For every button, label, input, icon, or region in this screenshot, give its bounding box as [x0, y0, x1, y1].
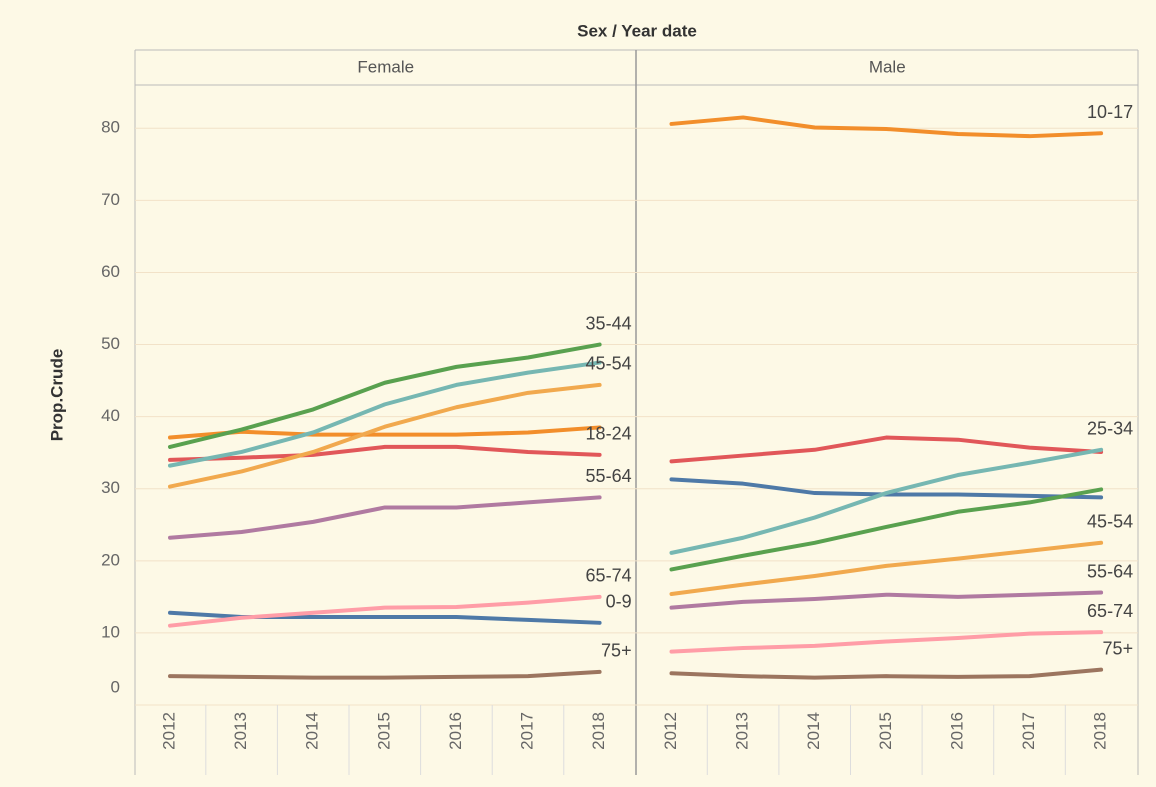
- series-line: [669, 667, 1104, 680]
- x-tick-label: 2016: [446, 712, 465, 750]
- series-line: [168, 495, 602, 540]
- series-line: [669, 590, 1104, 610]
- y-tick-label: 20: [101, 550, 120, 569]
- series-line: [669, 435, 1104, 464]
- x-tick-label: 2017: [517, 712, 536, 750]
- y-tick-label: 70: [101, 190, 120, 209]
- x-tick-label: 2015: [876, 712, 895, 750]
- series-line: [669, 630, 1104, 654]
- series-label: 35-44: [586, 313, 632, 333]
- y-tick-label: 10: [101, 622, 120, 641]
- series-label: 65-74: [586, 566, 632, 586]
- x-tick-label: 2018: [1091, 712, 1110, 750]
- x-tick-label: 2015: [374, 712, 393, 750]
- series-label: 18-24: [586, 424, 632, 444]
- series-line: [669, 540, 1104, 596]
- series-line: [168, 594, 602, 628]
- series-line: [168, 425, 602, 440]
- y-tick-label: 60: [101, 262, 120, 281]
- series-label: 25-34: [1087, 419, 1133, 439]
- panel-header: Female: [357, 57, 414, 76]
- y-axis-label: Prop.Crude: [47, 349, 66, 442]
- x-tick-label: 2012: [159, 712, 178, 750]
- y-tick-label: 0: [111, 677, 120, 696]
- series-label: 75+: [601, 641, 632, 661]
- series-label: 45-54: [586, 354, 632, 374]
- x-tick-label: 2014: [303, 712, 322, 750]
- y-tick-label: 30: [101, 478, 120, 497]
- series-line: [168, 360, 602, 468]
- chart-title: Sex / Year date: [577, 21, 697, 40]
- x-tick-label: 2017: [1019, 712, 1038, 750]
- x-tick-label: 2013: [733, 712, 752, 750]
- series-line: [168, 444, 602, 462]
- series-line: [168, 382, 602, 489]
- series-label: 10-17: [1087, 102, 1133, 122]
- series-label: 55-64: [1087, 561, 1133, 581]
- series-label: 0-9: [606, 592, 632, 612]
- series-line: [669, 487, 1104, 572]
- series-label: 45-54: [1087, 512, 1133, 532]
- x-tick-label: 2012: [661, 712, 680, 750]
- y-tick-label: 50: [101, 334, 120, 353]
- panel-header: Male: [869, 57, 906, 76]
- series-label: 65-74: [1087, 601, 1133, 621]
- y-tick-label: 80: [101, 118, 120, 137]
- x-tick-label: 2014: [804, 712, 823, 750]
- series-line: [168, 342, 602, 449]
- x-tick-label: 2013: [231, 712, 250, 750]
- x-tick-label: 2018: [589, 712, 608, 750]
- y-tick-label: 40: [101, 406, 120, 425]
- series-line: [669, 115, 1104, 139]
- series-line: [168, 669, 602, 680]
- x-tick-label: 2016: [947, 712, 966, 750]
- series-line: [669, 447, 1104, 555]
- series-label: 75+: [1103, 638, 1134, 658]
- series-label: 55-64: [586, 466, 632, 486]
